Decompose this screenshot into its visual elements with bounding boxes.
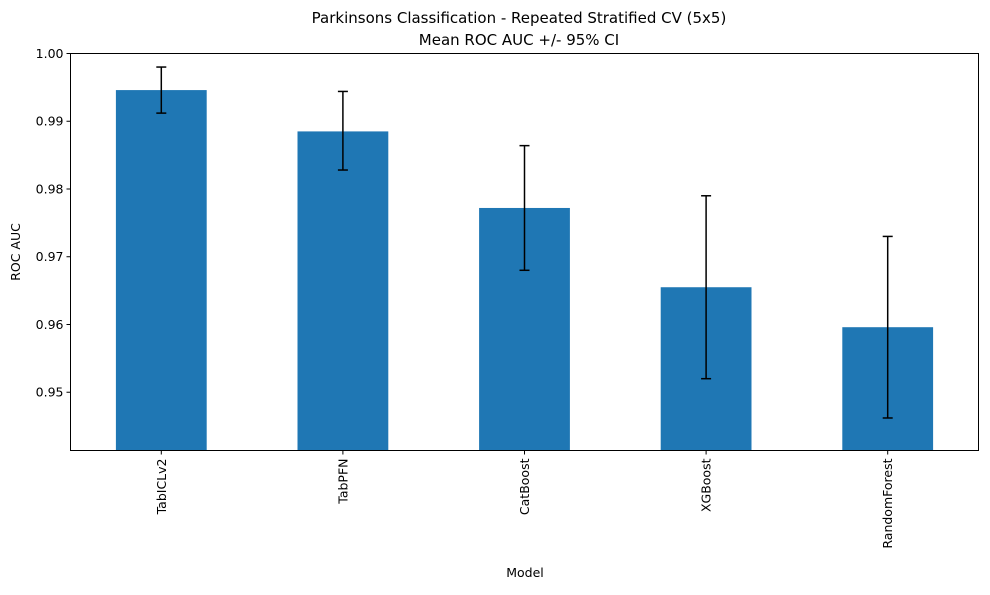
x-tick-label-tabiclv2: TabICLv2 [154, 459, 169, 516]
error-bar-catboost [519, 144, 530, 272]
bar-tabpfn [297, 131, 389, 451]
error-bar-xgboost [701, 195, 712, 380]
error-bar-tabpfn [337, 90, 348, 171]
y-axis-label: ROC AUC [8, 223, 23, 281]
y-tick-label: 0.99 [36, 114, 64, 129]
x-tick-label-tabpfn: TabPFN [335, 459, 350, 505]
y-tick-label: 0.97 [36, 249, 64, 264]
x-tick-label-catboost: CatBoost [517, 458, 532, 515]
x-axis-ticks: TabICLv2 TabPFN CatBoost XGBoost RandomFores… [154, 450, 895, 549]
error-bars-layer [156, 66, 893, 419]
bar-tabiclv2 [115, 90, 207, 451]
x-tick-label-randomforest: RandomForest [880, 458, 895, 548]
error-bar-randomforest [882, 235, 893, 419]
chart-title: Parkinsons Classification - Repeated Str… [312, 9, 727, 27]
y-tick-label: 0.96 [36, 317, 64, 332]
chart-subtitle: Mean ROC AUC +/- 95% CI [419, 31, 619, 49]
x-axis-label: Model [506, 565, 544, 580]
x-tick-label-xgboost: XGBoost [699, 458, 714, 512]
error-bar-tabiclv2 [156, 66, 167, 114]
y-tick-label: 0.95 [36, 385, 64, 400]
y-tick-label: 1.00 [36, 46, 64, 61]
y-tick-label: 0.98 [36, 181, 64, 196]
y-axis-ticks: 0.95 0.96 0.97 0.98 0.99 1.00 [36, 46, 71, 400]
